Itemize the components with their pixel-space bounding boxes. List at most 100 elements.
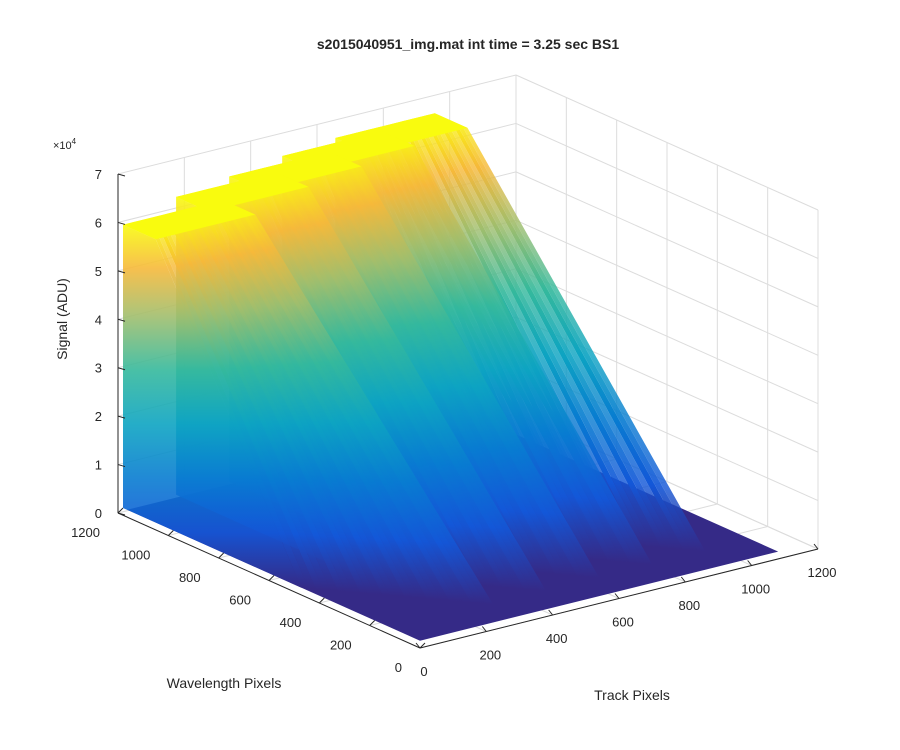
surface-band-5-strip xyxy=(400,120,647,547)
z-axis-tick xyxy=(117,512,126,516)
grid-line-back-wall-z xyxy=(117,74,517,175)
surface-band-1-plateau xyxy=(123,199,256,240)
y-tick-label: 1200 xyxy=(71,525,100,540)
z-tick-label: 3 xyxy=(95,361,102,376)
surface-band-1-strip xyxy=(172,211,405,597)
surface-band-2-strip xyxy=(260,175,524,590)
y-axis-tick xyxy=(218,552,225,559)
surface-band-1-strip xyxy=(191,206,442,600)
z-axis-label: Signal (ADU) xyxy=(54,278,70,360)
grid-line-side-wall-z xyxy=(515,122,819,259)
surface-band-1-strip xyxy=(130,221,324,590)
y-tick-label: 600 xyxy=(229,593,251,608)
z-axis-tick xyxy=(117,367,126,371)
y-tick-label: 800 xyxy=(179,570,201,585)
x-axis-tick xyxy=(481,626,487,632)
surface-band-5-strip xyxy=(408,118,661,548)
z-axis-tick xyxy=(117,464,126,468)
surface-band-2-strip xyxy=(264,174,532,590)
y-axis-tick xyxy=(419,642,426,649)
x-axis-tick xyxy=(680,576,686,583)
surface-band-1-strip xyxy=(184,208,427,599)
x-axis-tick xyxy=(614,593,620,599)
surface-band-4-strip xyxy=(370,133,638,564)
y-tick-label: 400 xyxy=(280,615,302,630)
surface-band-1-strip xyxy=(188,207,434,600)
surface-band-1-strip xyxy=(146,218,353,592)
surface-band-1-strip xyxy=(161,214,383,595)
y-axis-tick xyxy=(318,597,325,604)
x-axis-tick xyxy=(747,560,753,566)
surface-band-2-strip xyxy=(252,177,510,588)
z-tick-label: 1 xyxy=(95,458,102,473)
z-axis-tick xyxy=(117,221,126,225)
surface-band-2-strip xyxy=(241,179,488,586)
x-tick-label: 0 xyxy=(420,664,427,679)
surface-band-2-strip xyxy=(245,178,495,587)
y-axis-label: Wavelength Pixels xyxy=(167,675,282,691)
surface-band-4-strip xyxy=(374,132,645,564)
surface-band-5-strip xyxy=(427,114,698,551)
x-axis-tick xyxy=(415,642,421,649)
surface-band-1-strip xyxy=(138,219,338,591)
surface-band-2-strip xyxy=(267,173,539,591)
z-axis-tick xyxy=(117,173,126,177)
surface-band-1-strip xyxy=(180,209,420,598)
surface-band-2-strip xyxy=(256,176,517,589)
surface-band-5-strip xyxy=(404,119,654,547)
surface-band-5-strip xyxy=(431,113,706,552)
surface-band-4-strip xyxy=(366,134,631,563)
y-tick-label: 0 xyxy=(395,660,402,675)
surface-band-3-strip xyxy=(324,151,600,578)
z-tick-label: 4 xyxy=(95,312,102,327)
surface-band-3-strip xyxy=(321,152,592,578)
surface-band-4-strip xyxy=(351,137,601,561)
grid-line-side-wall-z xyxy=(515,268,819,405)
surface-band-5-strip xyxy=(423,115,691,551)
axes xyxy=(117,173,819,649)
surface-band-3-strip xyxy=(313,154,578,576)
surface-band-1-left-face xyxy=(123,224,302,588)
surface-band-1-strip xyxy=(211,201,479,603)
x-axis-tick xyxy=(548,609,554,616)
surface-band-4-strip xyxy=(362,135,623,562)
y-tick-label: 200 xyxy=(330,638,352,653)
z-axis-tick xyxy=(117,318,126,322)
surface-band-1-strip xyxy=(207,202,471,603)
y-axis-tick xyxy=(117,507,124,514)
z-tick-label: 6 xyxy=(95,215,102,230)
surface-band-5-strip xyxy=(419,116,684,550)
z-axis-tick xyxy=(117,415,126,419)
x-tick-label: 200 xyxy=(479,648,501,663)
surface-band-1-strip xyxy=(214,200,486,604)
z-axis-multiplier: ×104 xyxy=(53,137,77,152)
tick-labels: 0200400600800100012000200400600800100012… xyxy=(71,167,836,679)
surface-band-1-strip xyxy=(218,199,494,605)
grid-line-side-wall-z xyxy=(515,219,819,356)
surface-band-4-strip xyxy=(354,137,608,561)
surface-band-2-strip xyxy=(248,177,502,588)
surface-band-1-strip xyxy=(142,219,346,592)
surface-band-1-strip xyxy=(195,205,449,601)
z-tick-label: 2 xyxy=(95,409,102,424)
x-axis-tick xyxy=(813,543,819,550)
x-tick-label: 400 xyxy=(546,631,568,646)
z-tick-label: 7 xyxy=(95,167,102,182)
surface-band-3-strip xyxy=(298,158,548,574)
x-tick-label: 1200 xyxy=(808,565,837,580)
x-tick-label: 1000 xyxy=(741,582,770,597)
surface-band-4-strip xyxy=(377,131,653,565)
surface-band-3-strip xyxy=(294,159,541,573)
surface-band-1-strip xyxy=(199,204,457,601)
surface-band-1-strip xyxy=(134,220,331,591)
surface-band-1-strip xyxy=(123,223,309,589)
surface-band-3-strip xyxy=(317,153,585,577)
surface xyxy=(123,113,779,641)
surface-band-5-strip xyxy=(411,118,669,549)
surface-band-3-strip xyxy=(301,157,555,574)
surface-band-4-strip xyxy=(358,136,616,562)
surface-band-1-strip xyxy=(203,203,464,602)
surface-band-3-strip xyxy=(305,156,563,575)
x-tick-label: 600 xyxy=(612,615,634,630)
